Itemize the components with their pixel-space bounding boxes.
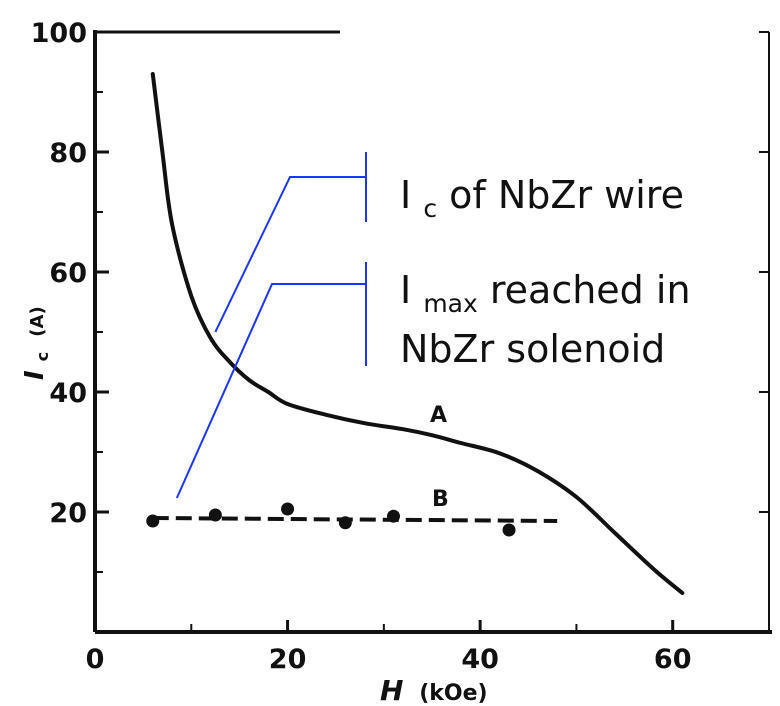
series-a-curve [150, 72, 685, 595]
y-tick-label: 80 [49, 138, 87, 169]
annotation-imax-text: I max reached in [400, 268, 691, 321]
annotation-imax-sub: max [423, 289, 477, 318]
y-tick-label: 60 [49, 258, 87, 289]
x-tick-label: 20 [269, 644, 307, 675]
annotation-ic-main: I [400, 173, 411, 217]
x-tick-label: 60 [654, 644, 692, 675]
svg-text:I c (A): I c (A) [20, 306, 55, 380]
y-axis-label: I c (A) [20, 306, 55, 380]
series-b-point [502, 523, 516, 537]
tick-labels: 0 20 40 60 20 40 60 80 100 [31, 18, 692, 675]
series-b-point [338, 516, 352, 530]
series-b-point [281, 502, 295, 516]
y-axis-label-sub: c [33, 352, 52, 361]
annotation-ic-rest: of NbZr wire [449, 173, 684, 217]
x-axis-label-var: H [380, 674, 403, 706]
x-tick-label: 40 [461, 644, 499, 675]
y-tick-label: 100 [31, 18, 87, 49]
axis-ticks [95, 30, 770, 632]
x-axis-label: H (kOe) [380, 674, 488, 706]
series-a-label: A [430, 403, 447, 428]
annotation-imax-leader [175, 283, 366, 499]
series-b-point [146, 514, 160, 528]
annotation-ic-text: I c of NbZr wire [400, 173, 684, 226]
annotation-layer [175, 152, 367, 499]
annotation-imax-line2: NbZr solenoid [400, 327, 665, 371]
annotation-imax-main: I [400, 268, 411, 312]
series-b-point [386, 509, 400, 523]
x-tick-label: 0 [86, 644, 105, 675]
series-b-dashed-line [152, 516, 558, 523]
annotation-ic-leader [214, 176, 366, 333]
series-b-label: B [432, 487, 449, 512]
series-layer [146, 72, 685, 595]
y-tick-label: 20 [49, 498, 87, 529]
series-b-point [208, 508, 222, 522]
y-axis-label-var: I [20, 370, 50, 380]
x-axis-label-unit: (kOe) [419, 681, 487, 706]
annotation-ic-sub: c [423, 194, 437, 223]
y-axis-label-unit: (A) [27, 306, 48, 336]
annotation-imax-rest: reached in [490, 268, 691, 312]
y-tick-label: 40 [49, 378, 87, 409]
